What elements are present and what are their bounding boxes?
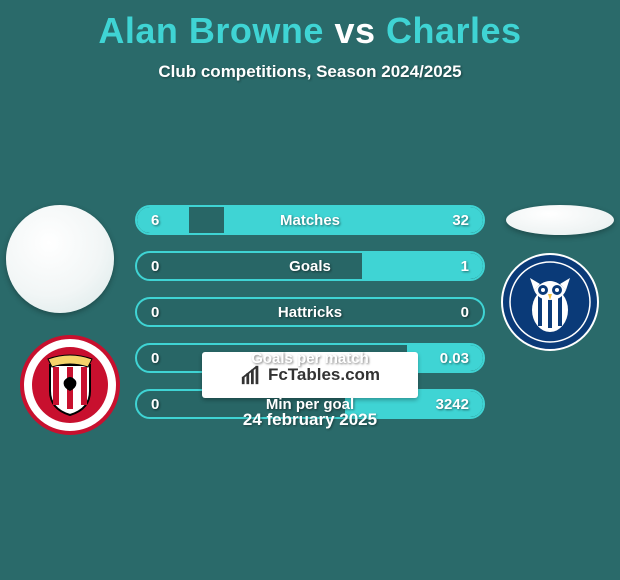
stat-label: Min per goal	[137, 396, 483, 413]
stat-value-right: 32	[452, 212, 469, 229]
player2-club-badge	[500, 252, 600, 352]
stat-value-right: 1	[461, 258, 469, 275]
stat-label: Matches	[137, 212, 483, 229]
comparison-title: Alan Browne vs Charles	[0, 0, 620, 52]
stat-label: Goals	[137, 258, 483, 275]
sheffield-wednesday-badge-icon	[500, 252, 600, 352]
stat-label: Goals per match	[137, 350, 483, 367]
stat-row: 0Hattricks0	[135, 297, 485, 327]
player2-avatar	[506, 205, 614, 235]
footer-brand-text: FcTables.com	[268, 365, 380, 385]
stat-value-right: 0.03	[440, 350, 469, 367]
stats-list: 6Matches32 0Goals1 0Hattricks00 Goals per m…	[135, 205, 485, 435]
stat-row: 0Goals1	[135, 251, 485, 281]
stat-label: Hattricks	[137, 304, 483, 321]
vs-text: vs	[334, 10, 375, 51]
player1-avatar	[6, 205, 114, 313]
stat-value-right: 0	[461, 304, 469, 321]
chart-icon	[240, 364, 262, 386]
subtitle: Club competitions, Season 2024/2025	[0, 62, 620, 82]
date-text: 24 february 2025	[0, 410, 620, 430]
player1-name: Alan Browne	[98, 10, 324, 51]
stat-value-right: 3242	[436, 396, 469, 413]
player2-name: Charles	[386, 10, 522, 51]
stat-row: 6Matches32	[135, 205, 485, 235]
